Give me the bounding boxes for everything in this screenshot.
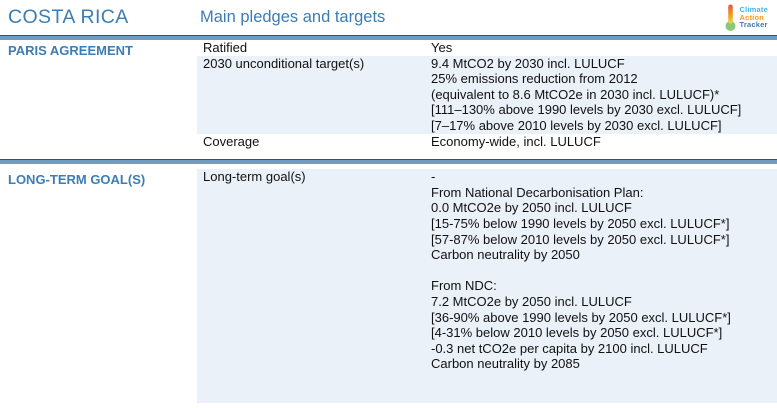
page-title: Main pledges and targets <box>200 8 386 26</box>
thermometer-icon <box>725 4 735 31</box>
value-line: - <box>431 169 436 185</box>
value-line: 0.0 MtCO2e by 2050 incl. LULUCF <box>431 200 632 216</box>
row-value: - From National Decarbonisation Plan: 0.0 … <box>425 169 777 403</box>
table-row: 2030 unconditional target(s) 9.4 MtCO2 by… <box>197 55 777 134</box>
section-paris-agreement: PARIS AGREEMENT Ratified Yes 2030 unconditi… <box>0 40 777 149</box>
row-label: Coverage <box>203 133 260 149</box>
value-line: (equivalent to 8.6 MtCO2e in 2030 incl. … <box>431 86 720 102</box>
value-line: [15-75% below 1990 levels by 2050 excl. … <box>431 215 730 231</box>
logo-word-tracker: Tracker <box>739 20 768 30</box>
value-line: From National Decarbonisation Plan: <box>431 184 644 200</box>
table-row: Ratified Yes <box>197 40 777 56</box>
value-line: Economy-wide, incl. LULUCF <box>431 133 601 149</box>
value-line: 9.4 MtCO2 by 2030 incl. LULUCF <box>431 55 625 71</box>
value-line: [7–17% above 2010 levels by 2030 excl. L… <box>431 117 722 133</box>
value-line: Yes <box>431 40 453 55</box>
row-value: Economy-wide, incl. LULUCF <box>425 134 777 150</box>
section-rows: Long-term goal(s) - From National Decarbon… <box>197 169 777 404</box>
logo-word-action: Action <box>739 12 765 22</box>
row-value: Yes <box>425 40 777 56</box>
value-line: Carbon neutrality by 2085 <box>431 356 580 372</box>
value-line: From NDC: <box>431 278 497 294</box>
value-line: [57-87% below 2010 levels by 2050 excl. … <box>431 231 730 247</box>
value-line: [111–130% above 1990 levels by 2030 excl… <box>431 102 742 118</box>
value-line: 25% emissions reduction from 2012 <box>431 71 638 87</box>
value-line: 7.2 MtCO2e by 2050 incl. LULUCF <box>431 293 632 309</box>
row-label: Long-term goal(s) <box>203 169 306 185</box>
section-long-term-goals: LONG-TERM GOAL(S) Long-term goal(s) - From … <box>0 169 777 404</box>
row-label: 2030 unconditional target(s) <box>203 55 365 71</box>
section-rows: Ratified Yes 2030 unconditional target(s) 9… <box>197 40 777 149</box>
value-line: [4-31% below 2010 levels by 2050 excl. L… <box>431 325 723 341</box>
table-row: Long-term goal(s) - From National Decarbon… <box>197 169 777 404</box>
value-line: -0.3 net tCO2e per capita by 2100 incl. … <box>431 340 708 356</box>
pledges-table: PARIS AGREEMENT Ratified Yes 2030 unconditi… <box>0 40 777 404</box>
value-line: [36-90% above 1990 levels by 2050 excl. … <box>431 309 731 325</box>
row-value: 9.4 MtCO2 by 2030 incl. LULUCF 25% emissi… <box>425 56 777 134</box>
logo-text: Climate Action Tracker <box>740 6 769 29</box>
logo-word-climate: Climate <box>739 5 768 15</box>
section-label-long-term-goals: LONG-TERM GOAL(S) <box>8 172 146 188</box>
value-line: Carbon neutrality by 2050 <box>431 247 580 263</box>
section-divider-bar <box>0 159 777 165</box>
climate-action-tracker-logo: Climate Action Tracker <box>724 3 769 32</box>
table-row: Coverage Economy-wide, incl. LULUCF <box>197 134 777 150</box>
section-label-paris-agreement: PARIS AGREEMENT <box>8 43 133 58</box>
value-line <box>431 263 773 279</box>
country-title: COSTA RICA <box>8 6 129 28</box>
header: COSTA RICA Main pledges and targets Clim… <box>0 0 777 35</box>
header-divider-bar <box>0 35 777 40</box>
row-label: Ratified <box>203 40 248 55</box>
